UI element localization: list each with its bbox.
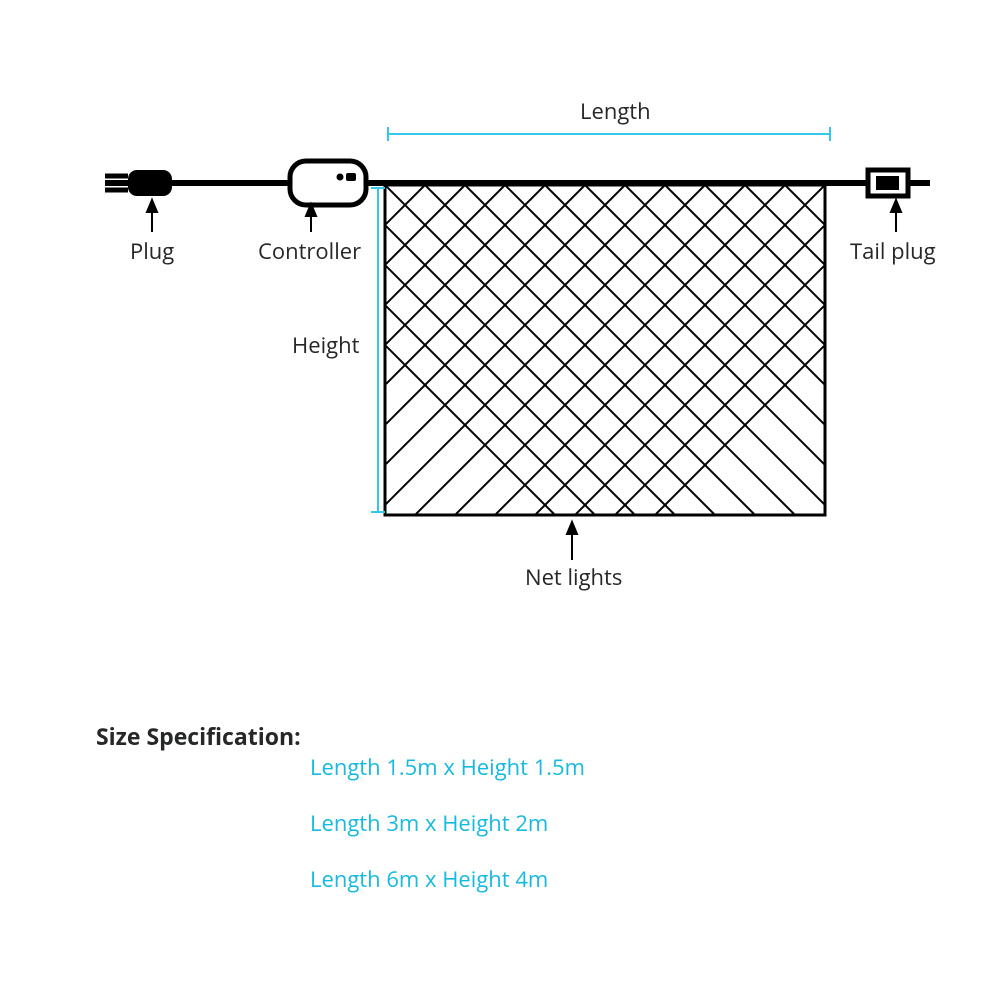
length-label: Length <box>580 96 651 126</box>
tail-plug-icon <box>868 170 930 196</box>
length-dimension <box>388 127 830 141</box>
spec-title: Size Specification: <box>96 720 301 752</box>
spec-line-2: Length 3m x Height 2m <box>310 808 548 838</box>
controller-icon <box>290 161 366 205</box>
height-label: Height <box>292 330 359 360</box>
plug-label: Plug <box>130 236 174 266</box>
spec-line-1: Length 1.5m x Height 1.5m <box>310 752 585 782</box>
height-dimension <box>371 188 385 512</box>
net-rect <box>385 185 825 515</box>
controller-label: Controller <box>258 236 361 266</box>
spec-line-3: Length 6m x Height 4m <box>310 864 548 894</box>
net-lights-diagram <box>0 0 1000 1000</box>
net-lights-label: Net lights <box>525 562 622 592</box>
tail-plug-label: Tail plug <box>850 236 936 266</box>
